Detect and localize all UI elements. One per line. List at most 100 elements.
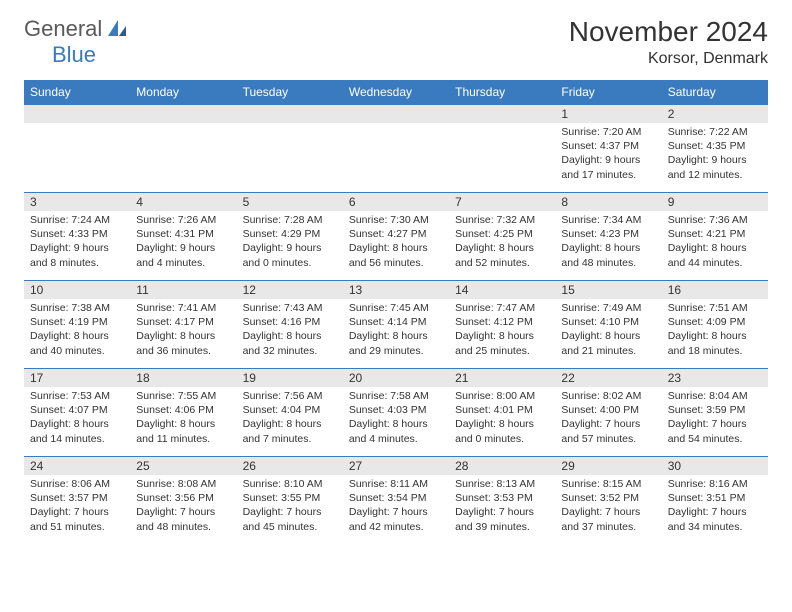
day-details: Sunrise: 7:26 AMSunset: 4:31 PMDaylight:… [130, 211, 236, 274]
day-details: Sunrise: 7:32 AMSunset: 4:25 PMDaylight:… [449, 211, 555, 274]
day-details: Sunrise: 7:38 AMSunset: 4:19 PMDaylight:… [24, 299, 130, 362]
day-number: 2 [662, 105, 768, 123]
day-number: 28 [449, 457, 555, 475]
day-details: Sunrise: 8:00 AMSunset: 4:01 PMDaylight:… [449, 387, 555, 450]
calendar-cell: 3Sunrise: 7:24 AMSunset: 4:33 PMDaylight… [24, 193, 130, 281]
day-details: Sunrise: 7:22 AMSunset: 4:35 PMDaylight:… [662, 123, 768, 186]
day-number: 18 [130, 369, 236, 387]
calendar-cell [130, 105, 236, 193]
calendar-row: 10Sunrise: 7:38 AMSunset: 4:19 PMDayligh… [24, 281, 768, 369]
header: General Blue November 2024 Korsor, Denma… [24, 16, 768, 68]
day-details: Sunrise: 8:10 AMSunset: 3:55 PMDaylight:… [237, 475, 343, 538]
calendar-cell: 23Sunrise: 8:04 AMSunset: 3:59 PMDayligh… [662, 369, 768, 457]
calendar-row: 3Sunrise: 7:24 AMSunset: 4:33 PMDaylight… [24, 193, 768, 281]
weekday-header: Sunday [24, 80, 130, 105]
calendar-cell: 12Sunrise: 7:43 AMSunset: 4:16 PMDayligh… [237, 281, 343, 369]
calendar-cell: 14Sunrise: 7:47 AMSunset: 4:12 PMDayligh… [449, 281, 555, 369]
day-details: Sunrise: 7:41 AMSunset: 4:17 PMDaylight:… [130, 299, 236, 362]
calendar-cell: 28Sunrise: 8:13 AMSunset: 3:53 PMDayligh… [449, 457, 555, 545]
calendar-cell: 15Sunrise: 7:49 AMSunset: 4:10 PMDayligh… [555, 281, 661, 369]
day-details: Sunrise: 7:58 AMSunset: 4:03 PMDaylight:… [343, 387, 449, 450]
day-number-empty [449, 105, 555, 123]
weekday-row: SundayMondayTuesdayWednesdayThursdayFrid… [24, 80, 768, 105]
weekday-header: Tuesday [237, 80, 343, 105]
weekday-header: Friday [555, 80, 661, 105]
day-number-empty [343, 105, 449, 123]
day-number: 27 [343, 457, 449, 475]
day-number: 17 [24, 369, 130, 387]
weekday-header: Saturday [662, 80, 768, 105]
day-details: Sunrise: 7:56 AMSunset: 4:04 PMDaylight:… [237, 387, 343, 450]
calendar-cell: 13Sunrise: 7:45 AMSunset: 4:14 PMDayligh… [343, 281, 449, 369]
calendar-cell: 19Sunrise: 7:56 AMSunset: 4:04 PMDayligh… [237, 369, 343, 457]
day-number: 22 [555, 369, 661, 387]
day-number: 4 [130, 193, 236, 211]
calendar-cell: 8Sunrise: 7:34 AMSunset: 4:23 PMDaylight… [555, 193, 661, 281]
day-number: 29 [555, 457, 661, 475]
day-details: Sunrise: 8:08 AMSunset: 3:56 PMDaylight:… [130, 475, 236, 538]
day-number: 5 [237, 193, 343, 211]
weekday-header: Wednesday [343, 80, 449, 105]
calendar-table: SundayMondayTuesdayWednesdayThursdayFrid… [24, 80, 768, 545]
calendar-cell: 5Sunrise: 7:28 AMSunset: 4:29 PMDaylight… [237, 193, 343, 281]
day-number: 21 [449, 369, 555, 387]
calendar-row: 1Sunrise: 7:20 AMSunset: 4:37 PMDaylight… [24, 105, 768, 193]
day-number-empty [130, 105, 236, 123]
calendar-cell: 25Sunrise: 8:08 AMSunset: 3:56 PMDayligh… [130, 457, 236, 545]
logo: General Blue [24, 16, 128, 68]
day-number: 30 [662, 457, 768, 475]
day-number-empty [237, 105, 343, 123]
calendar-cell: 11Sunrise: 7:41 AMSunset: 4:17 PMDayligh… [130, 281, 236, 369]
day-details: Sunrise: 7:53 AMSunset: 4:07 PMDaylight:… [24, 387, 130, 450]
day-number: 23 [662, 369, 768, 387]
calendar-cell: 21Sunrise: 8:00 AMSunset: 4:01 PMDayligh… [449, 369, 555, 457]
day-number: 14 [449, 281, 555, 299]
calendar-cell: 27Sunrise: 8:11 AMSunset: 3:54 PMDayligh… [343, 457, 449, 545]
month-title: November 2024 [569, 16, 768, 48]
calendar-cell: 1Sunrise: 7:20 AMSunset: 4:37 PMDaylight… [555, 105, 661, 193]
day-details: Sunrise: 8:06 AMSunset: 3:57 PMDaylight:… [24, 475, 130, 538]
day-number: 13 [343, 281, 449, 299]
day-details: Sunrise: 7:55 AMSunset: 4:06 PMDaylight:… [130, 387, 236, 450]
day-details: Sunrise: 7:47 AMSunset: 4:12 PMDaylight:… [449, 299, 555, 362]
day-details: Sunrise: 7:36 AMSunset: 4:21 PMDaylight:… [662, 211, 768, 274]
calendar-cell: 22Sunrise: 8:02 AMSunset: 4:00 PMDayligh… [555, 369, 661, 457]
day-details: Sunrise: 7:20 AMSunset: 4:37 PMDaylight:… [555, 123, 661, 186]
calendar-cell: 4Sunrise: 7:26 AMSunset: 4:31 PMDaylight… [130, 193, 236, 281]
day-number: 15 [555, 281, 661, 299]
calendar-cell: 9Sunrise: 7:36 AMSunset: 4:21 PMDaylight… [662, 193, 768, 281]
weekday-header: Monday [130, 80, 236, 105]
day-number: 7 [449, 193, 555, 211]
calendar-cell: 30Sunrise: 8:16 AMSunset: 3:51 PMDayligh… [662, 457, 768, 545]
day-number: 9 [662, 193, 768, 211]
calendar-row: 17Sunrise: 7:53 AMSunset: 4:07 PMDayligh… [24, 369, 768, 457]
day-number: 24 [24, 457, 130, 475]
calendar-cell: 16Sunrise: 7:51 AMSunset: 4:09 PMDayligh… [662, 281, 768, 369]
day-number: 8 [555, 193, 661, 211]
day-number: 16 [662, 281, 768, 299]
day-details: Sunrise: 8:11 AMSunset: 3:54 PMDaylight:… [343, 475, 449, 538]
day-number-empty [24, 105, 130, 123]
calendar-cell [237, 105, 343, 193]
logo-word2: Blue [52, 42, 96, 67]
day-details: Sunrise: 7:30 AMSunset: 4:27 PMDaylight:… [343, 211, 449, 274]
calendar-cell [449, 105, 555, 193]
calendar-cell: 10Sunrise: 7:38 AMSunset: 4:19 PMDayligh… [24, 281, 130, 369]
calendar-cell: 24Sunrise: 8:06 AMSunset: 3:57 PMDayligh… [24, 457, 130, 545]
calendar-cell: 2Sunrise: 7:22 AMSunset: 4:35 PMDaylight… [662, 105, 768, 193]
day-number: 20 [343, 369, 449, 387]
day-number: 1 [555, 105, 661, 123]
day-number: 25 [130, 457, 236, 475]
calendar-cell: 26Sunrise: 8:10 AMSunset: 3:55 PMDayligh… [237, 457, 343, 545]
calendar-cell: 6Sunrise: 7:30 AMSunset: 4:27 PMDaylight… [343, 193, 449, 281]
day-details: Sunrise: 8:15 AMSunset: 3:52 PMDaylight:… [555, 475, 661, 538]
day-details: Sunrise: 8:02 AMSunset: 4:00 PMDaylight:… [555, 387, 661, 450]
calendar-cell: 18Sunrise: 7:55 AMSunset: 4:06 PMDayligh… [130, 369, 236, 457]
day-details: Sunrise: 8:04 AMSunset: 3:59 PMDaylight:… [662, 387, 768, 450]
day-details: Sunrise: 7:49 AMSunset: 4:10 PMDaylight:… [555, 299, 661, 362]
day-details: Sunrise: 8:16 AMSunset: 3:51 PMDaylight:… [662, 475, 768, 538]
weekday-header: Thursday [449, 80, 555, 105]
day-number: 6 [343, 193, 449, 211]
calendar-body: 1Sunrise: 7:20 AMSunset: 4:37 PMDaylight… [24, 105, 768, 545]
title-block: November 2024 Korsor, Denmark [569, 16, 768, 68]
